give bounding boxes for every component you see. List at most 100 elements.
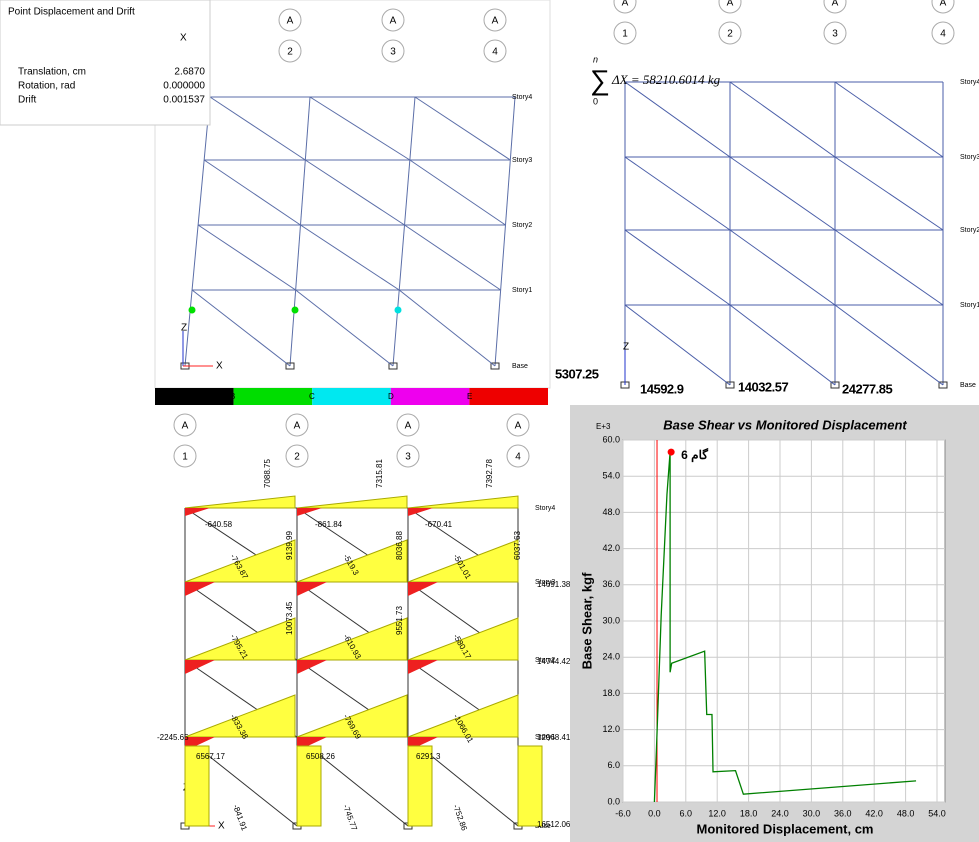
grid-number: 3	[390, 47, 396, 58]
moment-label: 16512.06	[537, 820, 571, 829]
grid-number: 4	[515, 452, 521, 463]
story-label: Story3	[512, 157, 532, 164]
formula-symbol: ∑	[590, 64, 610, 95]
grid-number: 4	[940, 29, 946, 40]
grid-number: 1	[182, 452, 188, 463]
moment-label: 6508.26	[306, 752, 335, 761]
moment-label: -2245.65	[157, 733, 189, 742]
moment-label: -670.41	[425, 520, 453, 529]
moment-label: 14691.38	[537, 580, 571, 589]
row-value: 0.000000	[163, 81, 205, 92]
grid-number: 3	[405, 452, 411, 463]
hinge	[292, 307, 299, 314]
grid-letter: A	[515, 421, 522, 432]
y-axis-label: Base Shear, kgf	[579, 572, 594, 669]
grid-number: 1	[622, 29, 628, 40]
grid-letter: A	[287, 16, 294, 27]
annotation-marker	[668, 449, 675, 456]
annotation-text: گام 6	[681, 447, 708, 463]
y-tick-label: 36.0	[602, 579, 620, 589]
legend-swatch	[312, 388, 391, 405]
moment-label: 7088.75	[263, 459, 272, 488]
hinge	[189, 307, 196, 314]
moment-label: 10073.45	[285, 601, 294, 635]
x-tick-label: 48.0	[897, 808, 915, 818]
moment-label: 9551.73	[395, 606, 404, 635]
grid-letter: A	[940, 0, 947, 9]
y-tick-label: 30.0	[602, 615, 620, 625]
moment-label: 8036.88	[395, 531, 404, 560]
story-label: Story1	[960, 302, 979, 309]
y-tick-label: 0.0	[607, 796, 620, 806]
moment-label: -640.58	[205, 520, 233, 529]
row-label: Rotation, rad	[18, 81, 75, 92]
story-label: Story3	[960, 154, 979, 161]
axis-label: X	[216, 361, 223, 372]
base-reaction: 14032.57	[738, 379, 788, 394]
y-tick-label: 24.0	[602, 652, 620, 662]
grid-letter: A	[182, 421, 189, 432]
story-label: Story4	[512, 94, 532, 101]
row-value: 2.6870	[174, 67, 205, 78]
x-tick-label: 0.0	[648, 808, 661, 818]
grid-letter: A	[622, 0, 629, 9]
legend-letter: C	[309, 392, 315, 401]
x-tick-label: 42.0	[865, 808, 883, 818]
grid-letter: A	[832, 0, 839, 9]
x-tick-label: 24.0	[771, 808, 789, 818]
column-moment	[518, 746, 542, 826]
grid-number: 2	[727, 29, 733, 40]
grid-letter: A	[405, 421, 412, 432]
chart-title: Base Shear vs Monitored Displacement	[663, 417, 907, 432]
story-label: Base	[512, 363, 528, 370]
x-tick-label: 36.0	[834, 808, 852, 818]
base-reaction: 14592.9	[640, 381, 684, 396]
story-label: Story1	[512, 287, 532, 294]
y-tick-label: 48.0	[602, 507, 620, 517]
axis-label: X	[218, 821, 225, 832]
legend-swatch	[391, 388, 470, 405]
grid-letter: A	[294, 421, 301, 432]
x-axis-label: Monitored Displacement, cm	[697, 821, 874, 836]
y-exponent: E+3	[596, 422, 611, 431]
story-label: Base	[960, 382, 976, 389]
y-tick-label: 54.0	[602, 471, 620, 481]
x-tick-label: -6.0	[615, 808, 631, 818]
grid-letter: A	[390, 16, 397, 27]
table-header: X	[180, 33, 187, 44]
moment-label: 6291.3	[416, 752, 441, 761]
axis-label: Z	[623, 342, 629, 353]
legend-letter: B	[230, 392, 235, 401]
moment-label: -861.84	[315, 520, 343, 529]
x-tick-label: 54.0	[928, 808, 946, 818]
moment-label: 9139.99	[285, 531, 294, 560]
base-reaction: 24277.85	[842, 381, 892, 396]
y-tick-label: 12.0	[602, 724, 620, 734]
y-tick-label: 18.0	[602, 688, 620, 698]
moment-label: 7315.81	[375, 459, 384, 488]
story-label: Story2	[512, 222, 532, 229]
legend-swatch	[155, 388, 234, 405]
row-value: 0.001537	[163, 95, 205, 106]
formula-lower: 0	[593, 96, 598, 106]
grid-letter: A	[492, 16, 499, 27]
axis-label: Z	[181, 323, 187, 334]
x-tick-label: 18.0	[740, 808, 758, 818]
row-label: Drift	[18, 95, 37, 106]
row-label: Translation, cm	[18, 67, 86, 78]
grid-number: 2	[287, 47, 293, 58]
x-tick-label: 30.0	[803, 808, 821, 818]
legend-letter: E	[467, 392, 472, 401]
story-label: Story4	[535, 505, 555, 512]
grid-number: 3	[832, 29, 838, 40]
table-box	[0, 0, 210, 125]
grid-number: 2	[294, 452, 300, 463]
x-tick-label: 12.0	[708, 808, 726, 818]
story-label: Story4	[960, 79, 979, 86]
legend-swatch	[234, 388, 313, 405]
legend-swatch	[469, 388, 548, 405]
y-tick-label: 6.0	[607, 760, 620, 770]
grid-number: 4	[492, 47, 498, 58]
x-tick-label: 6.0	[680, 808, 693, 818]
moment-label: 6037.63	[513, 531, 522, 560]
